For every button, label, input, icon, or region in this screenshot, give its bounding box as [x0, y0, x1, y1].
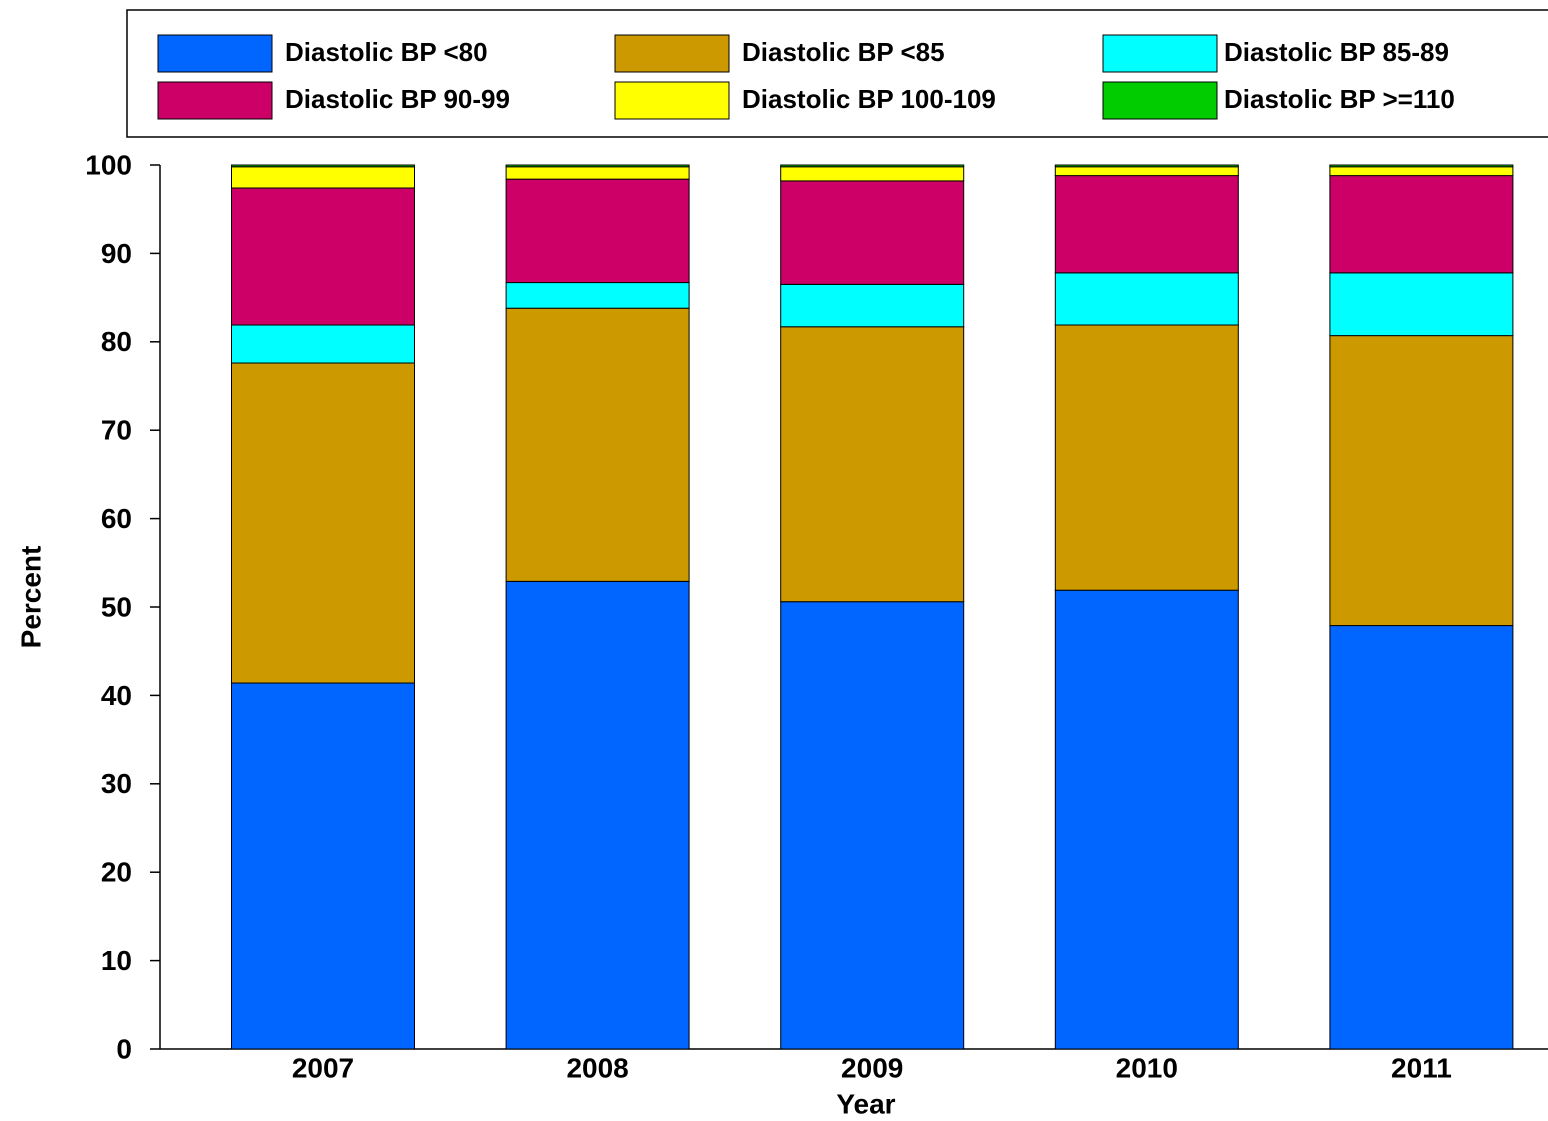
y-tick-label: 20	[101, 857, 132, 888]
bar-segment	[780, 180, 965, 285]
bar-segment	[505, 307, 690, 582]
bar-segment	[505, 178, 690, 284]
bar-segment	[505, 580, 690, 1050]
y-tick-label: 0	[116, 1033, 132, 1064]
bar-segment	[505, 166, 690, 180]
bar-segment	[231, 324, 415, 364]
x-axis-title: Year	[836, 1088, 895, 1119]
y-tick-label: 40	[101, 680, 132, 711]
legend-label: Diastolic BP 100-109	[742, 84, 996, 114]
legend-swatch	[614, 34, 730, 73]
legend-label: Diastolic BP >=110	[1224, 84, 1455, 114]
legend-label: Diastolic BP <80	[285, 37, 488, 67]
legend-box	[126, 9, 1548, 138]
bar-segment	[1329, 272, 1514, 337]
bar-segment	[1054, 272, 1239, 326]
bar-segment	[780, 166, 965, 182]
y-tick-label: 80	[101, 326, 132, 357]
bar-segment	[231, 166, 415, 189]
bar-segment	[780, 326, 965, 603]
bar-segment	[1329, 335, 1514, 627]
bar-segment	[1054, 175, 1239, 274]
bar-segment	[231, 362, 415, 684]
y-tick-label: 60	[101, 503, 132, 534]
x-tick-label: 2010	[1116, 1052, 1178, 1083]
bar-segment	[231, 682, 415, 1050]
legend-label: Diastolic BP 85-89	[1224, 37, 1449, 67]
legend-label: Diastolic BP 90-99	[285, 84, 510, 114]
y-tick-label: 10	[101, 945, 132, 976]
x-tick-label: 2011	[1391, 1052, 1452, 1083]
y-tick-label: 70	[101, 415, 132, 446]
y-axis-title: Percent	[15, 546, 46, 649]
bar-segment	[780, 164, 965, 168]
bar-segment	[1329, 625, 1514, 1050]
legend-label: Diastolic BP <85	[742, 37, 945, 67]
bar-segment	[505, 164, 690, 168]
x-tick-label: 2008	[566, 1052, 628, 1083]
y-tick-label: 30	[101, 768, 132, 799]
legend-swatch	[157, 34, 273, 73]
y-tick-label: 100	[85, 149, 132, 180]
y-tick-label: 90	[101, 238, 132, 269]
x-tick-label: 2007	[292, 1052, 354, 1083]
bar-segment	[1329, 175, 1514, 274]
bar-segment	[780, 601, 965, 1050]
bar-segment	[231, 187, 415, 326]
bar-segment	[780, 283, 965, 328]
bar-segment	[231, 164, 415, 168]
bar-segment	[1054, 166, 1239, 177]
legend-swatch	[1102, 81, 1218, 120]
legend-swatch	[1102, 34, 1218, 73]
x-tick-label: 2009	[841, 1052, 903, 1083]
bar-segment	[505, 282, 690, 309]
bar-segment	[1054, 589, 1239, 1050]
bar-segment	[1054, 324, 1239, 591]
legend-swatch	[157, 81, 273, 120]
bar-segment	[1329, 164, 1514, 168]
bar-segment	[1054, 164, 1239, 168]
bar-segment	[1329, 166, 1514, 177]
legend-swatch	[614, 81, 730, 120]
y-tick-label: 50	[101, 591, 132, 622]
